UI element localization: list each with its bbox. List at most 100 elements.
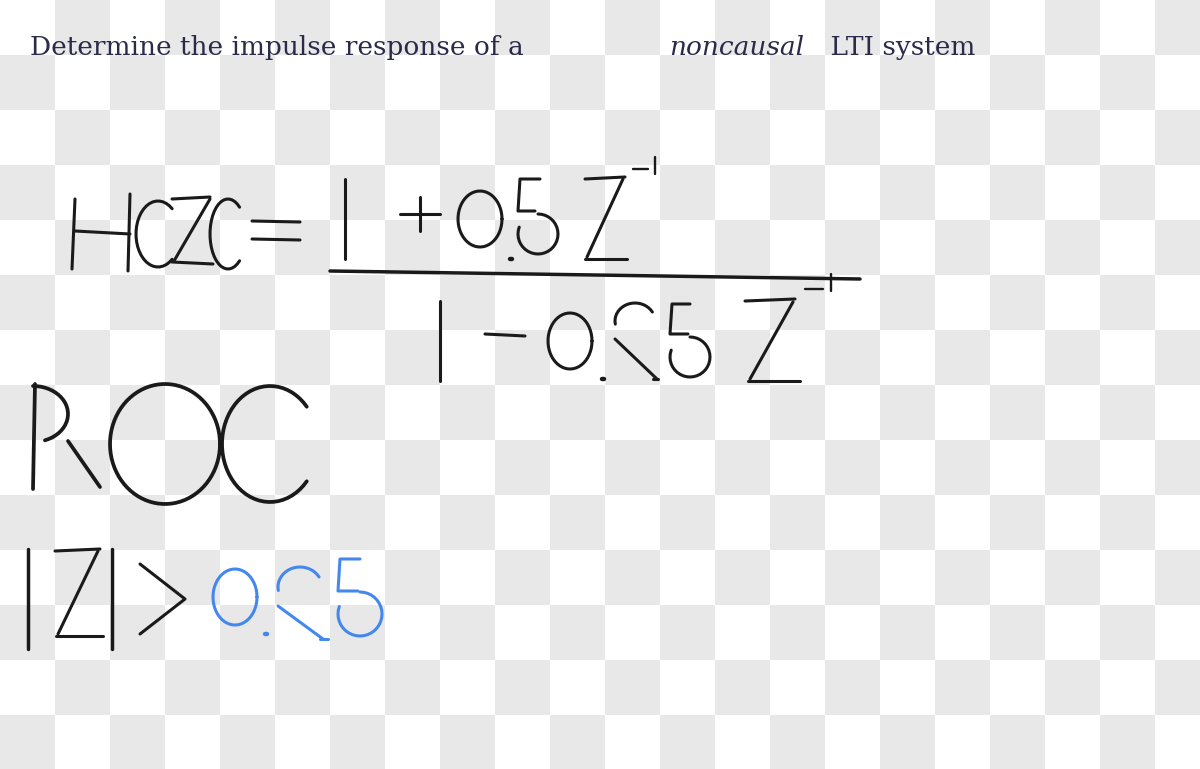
Bar <box>496 440 550 495</box>
Bar <box>550 55 605 110</box>
Bar <box>660 385 715 440</box>
Bar <box>385 440 440 495</box>
Bar <box>440 385 496 440</box>
Bar <box>770 55 826 110</box>
Bar <box>1045 440 1100 495</box>
Bar <box>220 55 275 110</box>
Bar <box>330 55 385 110</box>
Bar <box>440 55 496 110</box>
Bar <box>55 660 110 715</box>
Bar <box>826 660 880 715</box>
Bar <box>0 165 55 220</box>
Bar <box>660 275 715 330</box>
Bar <box>770 715 826 769</box>
Bar <box>166 110 220 165</box>
Bar <box>220 385 275 440</box>
Bar <box>605 110 660 165</box>
Bar <box>1045 330 1100 385</box>
Bar <box>1100 165 1154 220</box>
Bar <box>826 110 880 165</box>
Bar <box>715 110 770 165</box>
Bar <box>770 605 826 660</box>
Bar <box>440 165 496 220</box>
Bar <box>990 715 1045 769</box>
Bar <box>605 220 660 275</box>
Bar <box>275 330 330 385</box>
Bar <box>770 385 826 440</box>
Bar <box>826 220 880 275</box>
Bar <box>605 330 660 385</box>
Bar <box>770 495 826 550</box>
Bar <box>770 275 826 330</box>
Bar <box>770 165 826 220</box>
Bar <box>220 495 275 550</box>
Bar <box>55 550 110 605</box>
Bar <box>330 605 385 660</box>
Bar <box>275 220 330 275</box>
Bar <box>496 0 550 55</box>
Bar <box>220 715 275 769</box>
Bar <box>166 330 220 385</box>
Bar <box>715 660 770 715</box>
Bar <box>1045 220 1100 275</box>
Bar <box>440 275 496 330</box>
Bar <box>496 660 550 715</box>
Bar <box>826 330 880 385</box>
Bar <box>660 55 715 110</box>
Bar <box>220 165 275 220</box>
Bar <box>496 220 550 275</box>
Bar <box>990 385 1045 440</box>
Bar <box>275 0 330 55</box>
Bar <box>110 715 166 769</box>
Bar <box>0 385 55 440</box>
Bar <box>275 660 330 715</box>
Bar <box>935 110 990 165</box>
Bar <box>55 220 110 275</box>
Bar <box>110 495 166 550</box>
Bar <box>550 605 605 660</box>
Bar <box>55 110 110 165</box>
Bar <box>385 220 440 275</box>
Bar <box>1154 0 1200 55</box>
Bar <box>275 440 330 495</box>
Text: noncausal: noncausal <box>670 35 805 60</box>
Bar <box>55 440 110 495</box>
Bar <box>0 715 55 769</box>
Bar <box>1100 55 1154 110</box>
Bar <box>1154 550 1200 605</box>
Bar <box>1100 715 1154 769</box>
Bar <box>935 440 990 495</box>
Bar <box>935 330 990 385</box>
Bar <box>605 0 660 55</box>
Bar <box>990 605 1045 660</box>
Bar <box>826 0 880 55</box>
Bar <box>496 330 550 385</box>
Bar <box>166 440 220 495</box>
Bar <box>990 55 1045 110</box>
Bar <box>1045 0 1100 55</box>
Bar <box>110 55 166 110</box>
Text: LTI system: LTI system <box>822 35 976 60</box>
Bar <box>660 605 715 660</box>
Bar <box>1100 275 1154 330</box>
Bar <box>110 385 166 440</box>
Bar <box>440 715 496 769</box>
Bar <box>55 0 110 55</box>
Bar <box>990 275 1045 330</box>
Bar <box>0 275 55 330</box>
Bar <box>880 275 935 330</box>
Bar <box>990 165 1045 220</box>
Bar <box>0 605 55 660</box>
Bar <box>55 330 110 385</box>
Bar <box>166 550 220 605</box>
Bar <box>880 495 935 550</box>
Bar <box>660 715 715 769</box>
Bar <box>880 605 935 660</box>
Bar <box>220 275 275 330</box>
Bar <box>1100 385 1154 440</box>
Bar <box>550 715 605 769</box>
Bar <box>715 550 770 605</box>
Bar <box>715 330 770 385</box>
Bar <box>550 165 605 220</box>
Bar <box>605 550 660 605</box>
